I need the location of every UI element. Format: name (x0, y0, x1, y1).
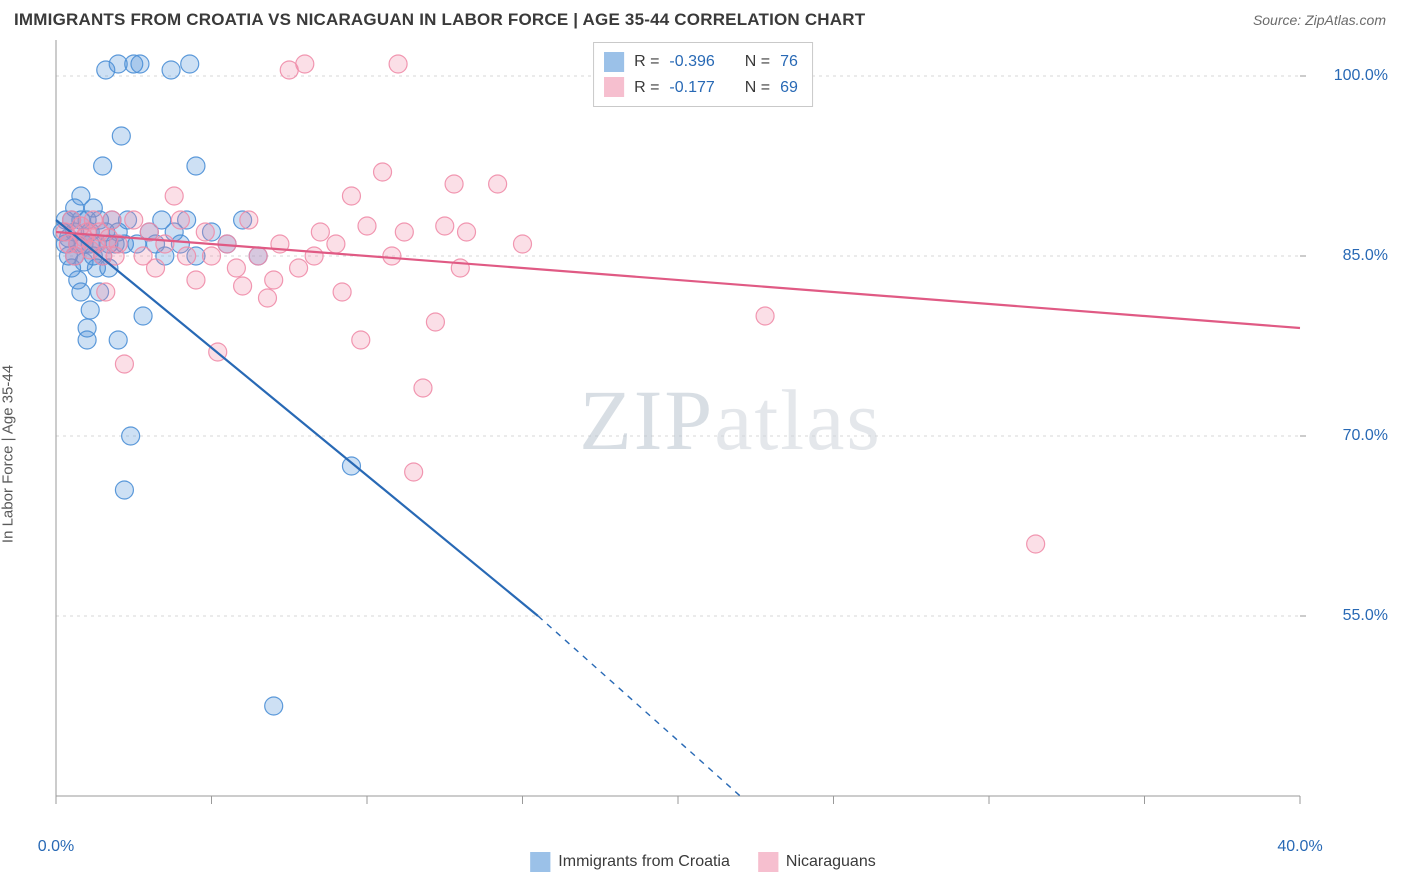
stats-row-nicaragua: R = -0.177 N = 69 (604, 75, 798, 101)
n-label: N = (745, 75, 770, 101)
y-axis-label: In Labor Force | Age 35-44 (0, 365, 17, 543)
source-attribution: Source: ZipAtlas.com (1253, 12, 1386, 28)
y-tick-label: 85.0% (1343, 247, 1388, 265)
legend-item-nicaragua: Nicaraguans (758, 852, 876, 872)
n-value-croatia: 76 (780, 49, 798, 75)
swatch-croatia (604, 52, 624, 72)
series-legend: Immigrants from Croatia Nicaraguans (530, 852, 875, 872)
swatch-nicaragua (758, 852, 778, 872)
y-tick-label: 100.0% (1334, 67, 1388, 85)
scatter-plot (40, 34, 1380, 834)
r-label: R = (634, 75, 659, 101)
r-value-nicaragua: -0.177 (669, 75, 714, 101)
chart-container: In Labor Force | Age 35-44 ZIPatlas R = … (14, 34, 1392, 874)
x-tick-label: 40.0% (1277, 838, 1322, 856)
n-label: N = (745, 49, 770, 75)
chart-title: IMMIGRANTS FROM CROATIA VS NICARAGUAN IN… (14, 10, 865, 30)
stats-row-croatia: R = -0.396 N = 76 (604, 49, 798, 75)
legend-label-nicaragua: Nicaraguans (786, 853, 876, 871)
r-value-croatia: -0.396 (669, 49, 714, 75)
correlation-stats-legend: R = -0.396 N = 76 R = -0.177 N = 69 (593, 42, 813, 107)
swatch-nicaragua (604, 77, 624, 97)
x-tick-label: 0.0% (38, 838, 74, 856)
legend-item-croatia: Immigrants from Croatia (530, 852, 730, 872)
r-label: R = (634, 49, 659, 75)
y-tick-label: 55.0% (1343, 607, 1388, 625)
swatch-croatia (530, 852, 550, 872)
y-tick-label: 70.0% (1343, 427, 1388, 445)
legend-label-croatia: Immigrants from Croatia (558, 853, 730, 871)
n-value-nicaragua: 69 (780, 75, 798, 101)
